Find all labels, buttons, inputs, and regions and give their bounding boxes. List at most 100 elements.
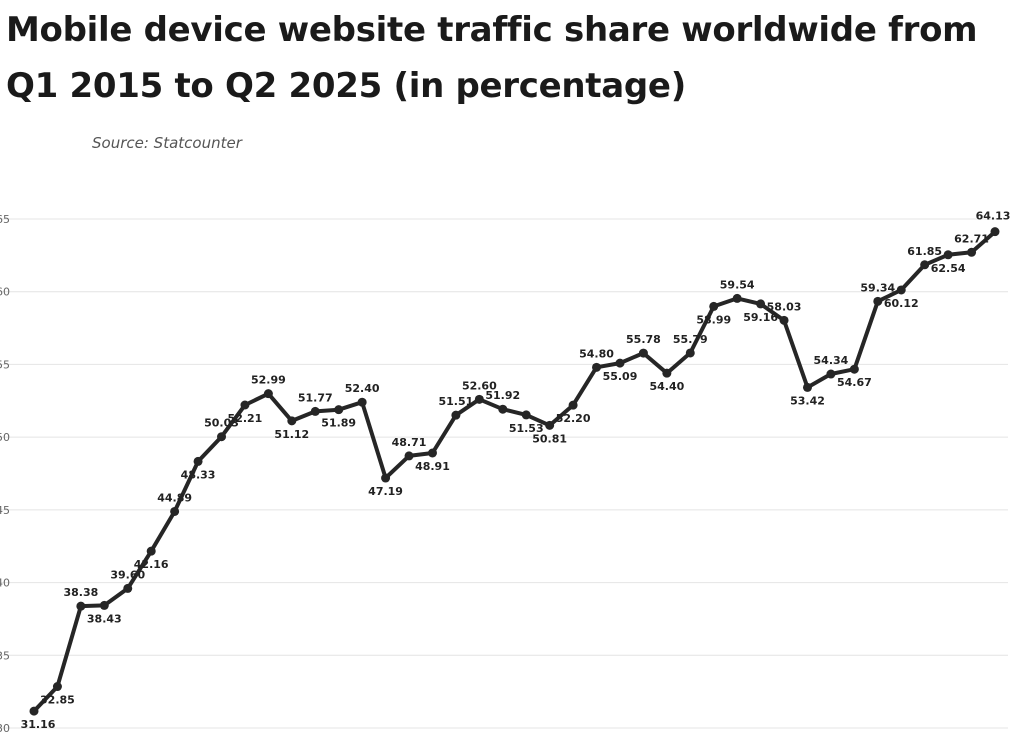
data-label: 55.79	[673, 333, 708, 346]
data-point	[404, 451, 414, 461]
data-point	[99, 600, 109, 610]
data-point	[310, 406, 320, 416]
data-point	[568, 400, 578, 410]
data-point	[943, 250, 953, 260]
data-point	[545, 420, 555, 430]
data-label: 51.53	[509, 422, 544, 435]
data-label: 53.42	[790, 394, 825, 407]
data-label: 38.43	[87, 612, 122, 625]
y-tick-label: 45	[0, 504, 10, 517]
y-tick-label: 50	[0, 431, 10, 444]
data-label: 52.20	[556, 412, 591, 425]
data-label: 50.03	[204, 417, 239, 430]
data-label: 51.89	[321, 417, 356, 430]
y-tick-label: 40	[0, 577, 10, 590]
data-point	[498, 404, 508, 414]
data-label: 47.19	[368, 485, 403, 498]
data-label: 59.34	[860, 281, 895, 294]
data-point	[638, 348, 648, 358]
data-label: 51.92	[485, 389, 520, 402]
data-point	[474, 394, 484, 404]
data-label: 55.09	[603, 370, 638, 383]
data-point	[849, 364, 859, 374]
data-label: 32.85	[40, 694, 75, 707]
data-point	[29, 706, 39, 716]
data-point	[217, 432, 227, 442]
data-label: 42.16	[134, 558, 169, 571]
data-label: 54.40	[649, 380, 684, 393]
data-label: 48.91	[415, 460, 450, 473]
data-point	[521, 410, 531, 420]
chart-source: Source: Statcounter	[92, 134, 242, 152]
data-point	[685, 348, 695, 358]
data-label: 61.85	[907, 245, 942, 258]
data-label: 31.16	[21, 718, 56, 731]
data-point	[756, 299, 766, 309]
data-point	[873, 296, 883, 306]
series-line	[32, 229, 997, 714]
gridlines	[0, 218, 1008, 729]
data-point	[287, 416, 297, 426]
data-point	[592, 362, 602, 372]
data-label: 62.71	[954, 232, 989, 245]
data-point	[779, 315, 789, 325]
data-point	[709, 301, 719, 311]
data-label: 44.89	[157, 491, 192, 504]
data-label: 64.13	[976, 210, 1011, 223]
data-point	[427, 448, 437, 458]
data-label: 39.60	[110, 568, 145, 581]
data-label: 52.99	[251, 374, 286, 387]
data-point	[381, 473, 391, 483]
data-point	[76, 601, 86, 611]
data-point	[896, 285, 906, 295]
data-points	[29, 227, 1000, 716]
y-axis-ticks: 30 35 40 45 50 55 60 65	[0, 213, 10, 735]
data-label: 54.67	[837, 376, 872, 389]
data-point	[662, 368, 672, 378]
data-point	[170, 506, 180, 516]
data-point	[240, 400, 250, 410]
y-tick-label: 55	[0, 358, 10, 371]
y-tick-label: 30	[0, 722, 10, 735]
data-point	[732, 293, 742, 303]
data-point	[451, 410, 461, 420]
data-point	[263, 389, 273, 399]
data-point	[990, 227, 1000, 237]
data-point	[615, 358, 625, 368]
data-label: 59.16	[743, 311, 778, 324]
data-point	[146, 546, 156, 556]
data-label: 48.33	[181, 468, 216, 481]
data-label: 48.71	[392, 436, 427, 449]
data-point	[802, 382, 812, 392]
data-label: 60.12	[884, 297, 919, 310]
series-line-path	[32, 229, 997, 714]
data-label: 50.81	[532, 432, 567, 445]
data-label: 51.77	[298, 391, 333, 404]
data-point	[967, 247, 977, 257]
y-tick-label: 60	[0, 286, 10, 299]
data-label: 52.21	[228, 412, 263, 425]
data-label: 58.99	[696, 313, 731, 326]
data-label: 54.80	[579, 347, 614, 360]
data-point	[334, 405, 344, 415]
data-label: 59.54	[720, 278, 755, 291]
y-tick-label: 65	[0, 213, 10, 226]
data-label: 55.78	[626, 333, 661, 346]
y-tick-label: 35	[0, 649, 10, 662]
chart-title: Mobile device website traffic share worl…	[6, 10, 978, 106]
data-label: 51.51	[439, 395, 474, 408]
data-point	[920, 260, 930, 270]
data-label: 58.03	[767, 300, 802, 313]
data-point	[826, 369, 836, 379]
data-point	[193, 456, 203, 466]
data-label: 52.60	[462, 379, 497, 392]
data-point	[52, 682, 62, 692]
data-label: 38.38	[63, 586, 98, 599]
data-label: 52.40	[345, 382, 380, 395]
data-label: 51.12	[274, 428, 309, 441]
data-point	[357, 397, 367, 407]
data-point	[123, 583, 133, 593]
data-label: 62.54	[931, 262, 966, 275]
